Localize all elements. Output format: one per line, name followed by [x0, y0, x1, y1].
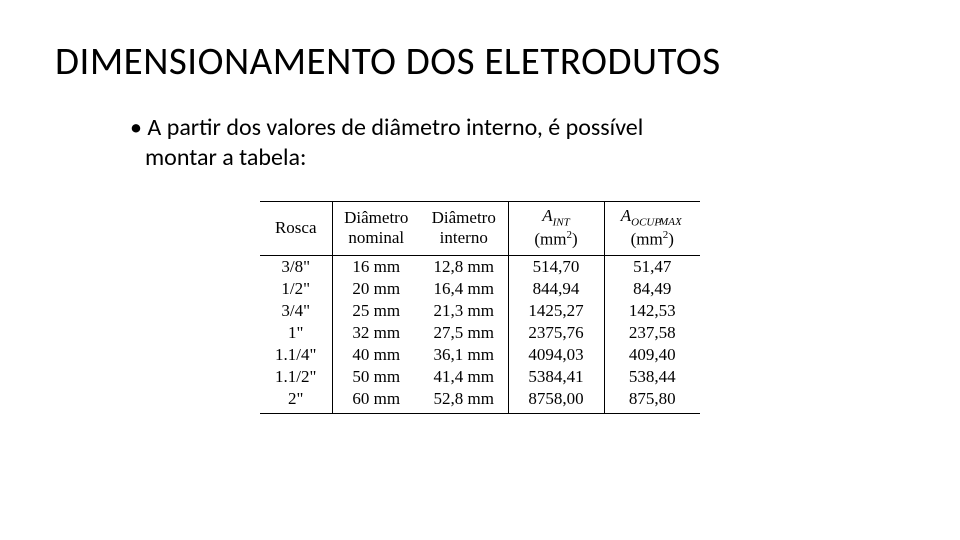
cell-a_ocup: 538,44	[604, 366, 700, 388]
table-row: 3/4"25 mm21,3 mm1425,27142,53	[260, 300, 700, 322]
table-body: 3/8"16 mm12,8 mm514,7051,471/2"20 mm16,4…	[260, 256, 700, 414]
table-row: 1"32 mm27,5 mm2375,76237,58	[260, 322, 700, 344]
cell-diam_nom: 60 mm	[332, 388, 420, 414]
cell-rosca: 2"	[260, 388, 332, 414]
cell-rosca: 1.1/2"	[260, 366, 332, 388]
table-row: 2"60 mm52,8 mm8758,00875,80	[260, 388, 700, 414]
table-container: RoscaDiâmetronominalDiâmetrointernoAINT(…	[55, 201, 905, 414]
cell-diam_nom: 25 mm	[332, 300, 420, 322]
cell-a_int: 8758,00	[508, 388, 604, 414]
eletrodutos-table: RoscaDiâmetronominalDiâmetrointernoAINT(…	[260, 201, 700, 414]
cell-a_int: 5384,41	[508, 366, 604, 388]
table-row: 1.1/2"50 mm41,4 mm5384,41538,44	[260, 366, 700, 388]
col-header-diam_int: Diâmetrointerno	[420, 202, 508, 256]
table-row: 3/8"16 mm12,8 mm514,7051,47	[260, 256, 700, 279]
bullet-list: A partir dos valores de diâmetro interno…	[55, 113, 905, 173]
slide-title: DIMENSIONAMENTO DOS ELETRODUTOS	[55, 38, 905, 85]
cell-rosca: 1/2"	[260, 278, 332, 300]
cell-diam_int: 12,8 mm	[420, 256, 508, 279]
bullet-item: A partir dos valores de diâmetro interno…	[130, 113, 690, 173]
cell-a_int: 514,70	[508, 256, 604, 279]
cell-diam_int: 52,8 mm	[420, 388, 508, 414]
cell-diam_nom: 40 mm	[332, 344, 420, 366]
cell-a_ocup: 142,53	[604, 300, 700, 322]
cell-a_ocup: 237,58	[604, 322, 700, 344]
cell-a_ocup: 409,40	[604, 344, 700, 366]
col-header-a_int: AINT(mm2)	[508, 202, 604, 256]
table-head: RoscaDiâmetronominalDiâmetrointernoAINT(…	[260, 202, 700, 256]
cell-a_ocup: 875,80	[604, 388, 700, 414]
col-header-diam_nom: Diâmetronominal	[332, 202, 420, 256]
cell-diam_nom: 50 mm	[332, 366, 420, 388]
cell-rosca: 3/4"	[260, 300, 332, 322]
cell-diam_int: 16,4 mm	[420, 278, 508, 300]
cell-diam_int: 41,4 mm	[420, 366, 508, 388]
cell-a_ocup: 84,49	[604, 278, 700, 300]
table-row: 1.1/4"40 mm36,1 mm4094,03409,40	[260, 344, 700, 366]
cell-rosca: 3/8"	[260, 256, 332, 279]
cell-diam_nom: 20 mm	[332, 278, 420, 300]
cell-diam_int: 36,1 mm	[420, 344, 508, 366]
table-row: 1/2"20 mm16,4 mm844,9484,49	[260, 278, 700, 300]
cell-a_int: 1425,27	[508, 300, 604, 322]
slide: DIMENSIONAMENTO DOS ELETRODUTOS A partir…	[0, 0, 960, 414]
cell-a_int: 2375,76	[508, 322, 604, 344]
table-header-row: RoscaDiâmetronominalDiâmetrointernoAINT(…	[260, 202, 700, 256]
col-header-a_ocup: AOCUPMAX(mm2)	[604, 202, 700, 256]
cell-diam_nom: 32 mm	[332, 322, 420, 344]
cell-diam_nom: 16 mm	[332, 256, 420, 279]
cell-a_int: 844,94	[508, 278, 604, 300]
cell-rosca: 1"	[260, 322, 332, 344]
cell-rosca: 1.1/4"	[260, 344, 332, 366]
cell-a_int: 4094,03	[508, 344, 604, 366]
cell-a_ocup: 51,47	[604, 256, 700, 279]
cell-diam_int: 21,3 mm	[420, 300, 508, 322]
cell-diam_int: 27,5 mm	[420, 322, 508, 344]
col-header-rosca: Rosca	[260, 202, 332, 256]
